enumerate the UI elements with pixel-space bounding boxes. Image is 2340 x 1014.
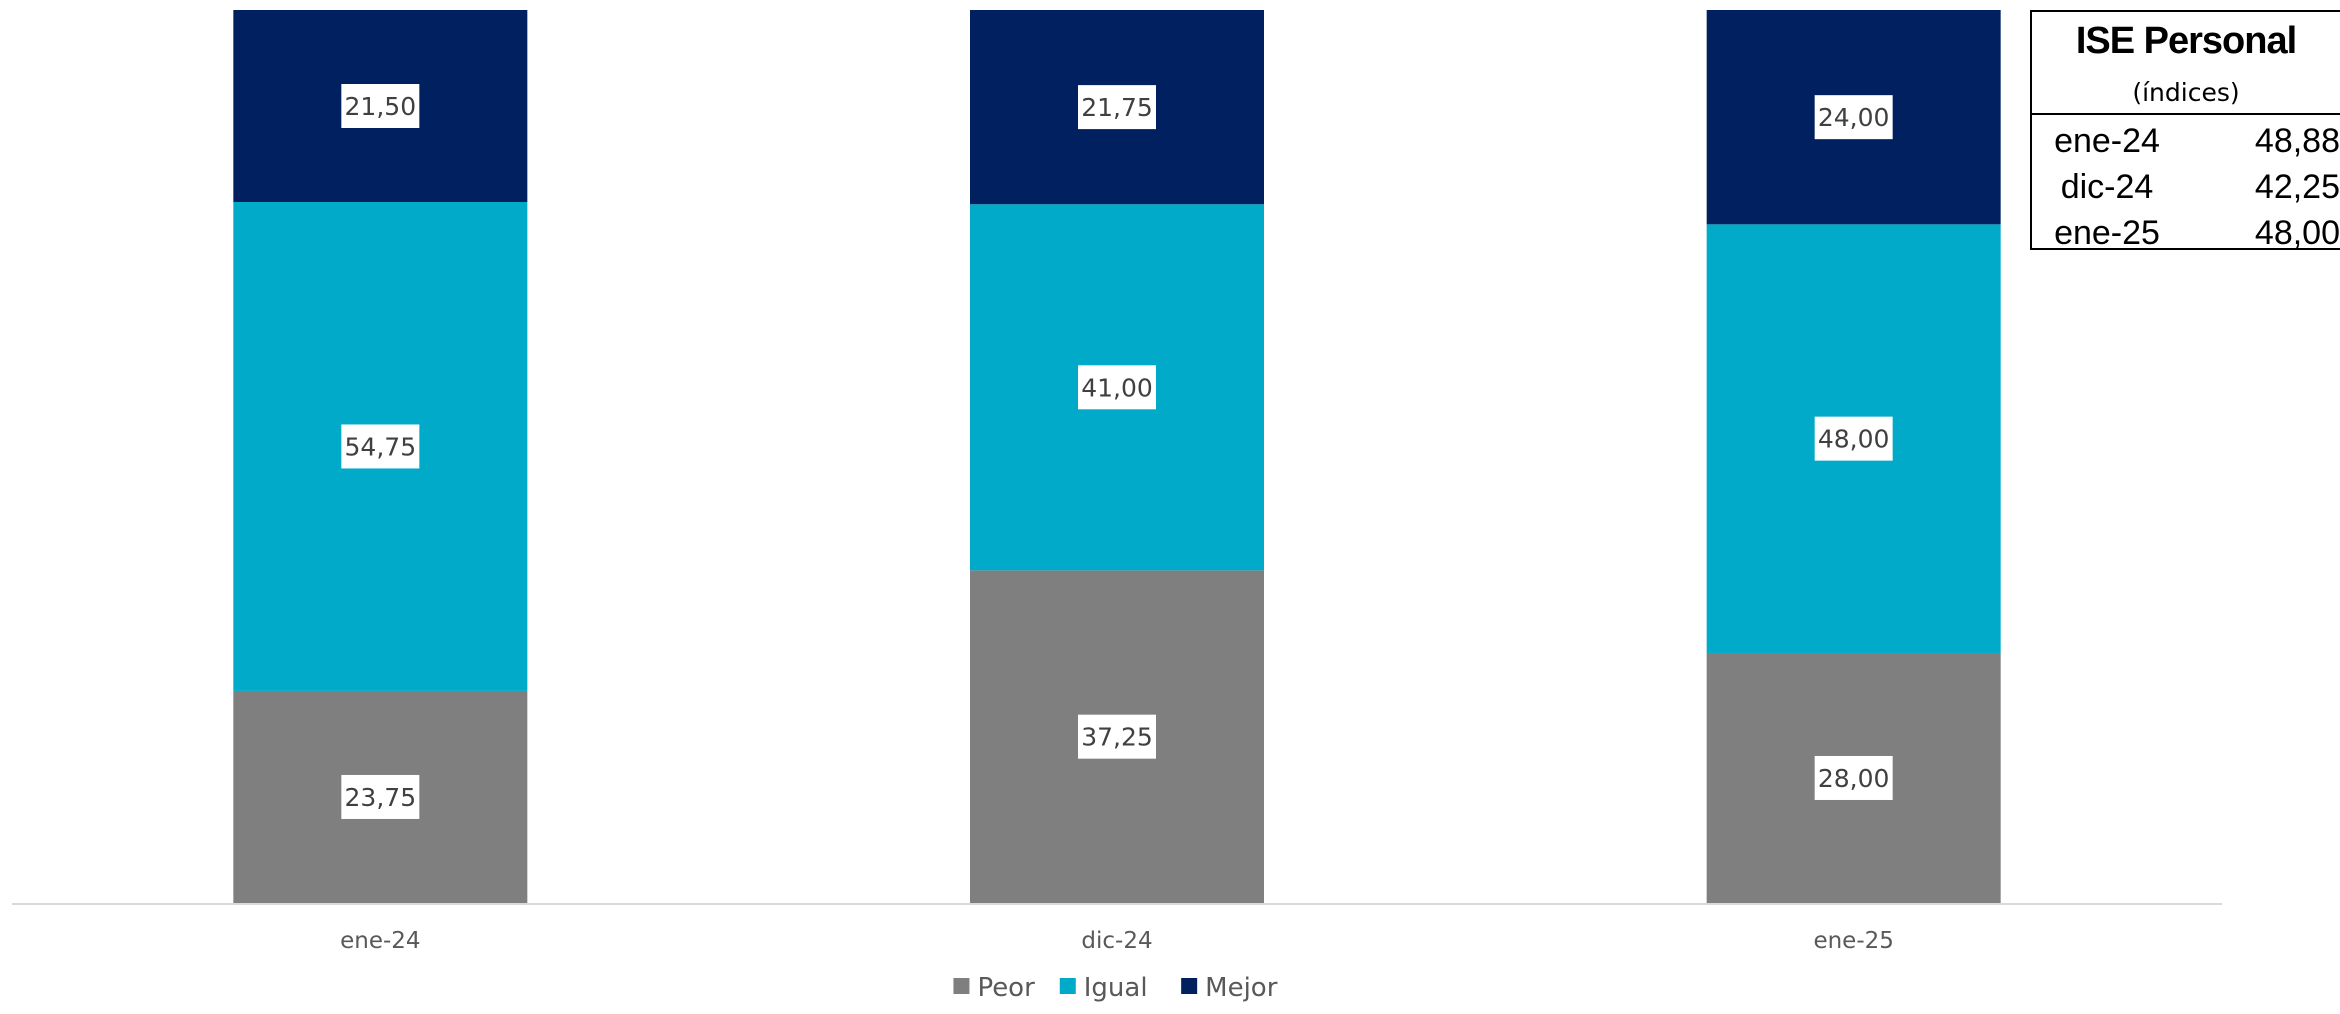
- data-label-box: [341, 424, 420, 469]
- data-label: 37,25: [1081, 723, 1153, 752]
- index-table-row-value: 48,00: [2254, 214, 2340, 252]
- data-label: 28,00: [1818, 764, 1890, 793]
- index-table: ISE Personal (índices) ene-24 48,88 dic-…: [2030, 10, 2340, 252]
- index-table-row-value: 42,25: [2254, 168, 2340, 206]
- data-label: 21,50: [345, 92, 417, 121]
- index-table-row-label: ene-24: [2054, 122, 2160, 160]
- data-label: 54,75: [345, 432, 417, 461]
- data-label-box: [1814, 755, 1893, 800]
- legend-swatch: [1059, 978, 1076, 994]
- legend-label: Igual: [1084, 973, 1148, 1003]
- index-table-title: ISE Personal: [2075, 20, 2297, 62]
- data-label: 21,75: [1081, 93, 1153, 122]
- data-label: 41,00: [1081, 373, 1153, 402]
- legend-swatch: [1181, 978, 1198, 994]
- index-table-row-label: ene-25: [2054, 214, 2160, 252]
- data-label: 48,00: [1818, 425, 1890, 454]
- data-label-box: [1078, 714, 1156, 759]
- index-table-subtitle: (índices): [2132, 78, 2240, 107]
- data-label-box: [1814, 95, 1893, 140]
- data-label-box: [341, 774, 420, 819]
- data-label-box: [1078, 85, 1156, 130]
- data-label-box: [1814, 416, 1893, 461]
- index-table-body: ene-24 48,88 dic-24 42,25 ene-25 48,00: [2032, 116, 2340, 254]
- data-label-box: [341, 83, 420, 128]
- data-label-box: [1078, 365, 1156, 410]
- legend-label: Peor: [977, 973, 1035, 1003]
- data-label: 24,00: [1818, 103, 1890, 132]
- legend-swatch: [953, 978, 970, 994]
- index-table-divider: [2032, 113, 2340, 115]
- x-tick-label: dic-24: [1081, 928, 1152, 954]
- index-table-row-value: 48,88: [2254, 122, 2340, 160]
- index-table-row: ene-24 48,88: [2032, 116, 2340, 162]
- index-table-row: dic-24 42,25: [2032, 162, 2340, 208]
- data-label: 23,75: [345, 783, 417, 812]
- legend-label: Mejor: [1205, 973, 1278, 1003]
- index-table-row-label: dic-24: [2060, 168, 2154, 206]
- index-table-row: ene-25 48,00: [2032, 208, 2340, 254]
- x-tick-label: ene-24: [340, 928, 420, 954]
- x-tick-label: ene-25: [1813, 928, 1893, 954]
